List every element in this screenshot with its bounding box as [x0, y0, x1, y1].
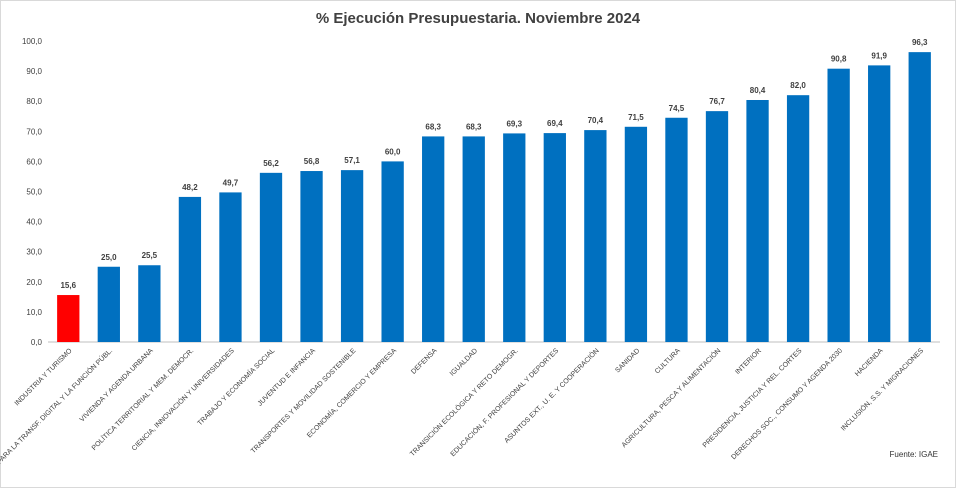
data-label: 70,4 — [588, 116, 604, 125]
bar — [786, 95, 810, 343]
bar — [503, 133, 526, 342]
data-label: 57,1 — [344, 156, 360, 165]
bar — [665, 117, 688, 342]
bar — [178, 196, 202, 342]
x-tick-label: DEFENSA — [410, 347, 439, 376]
y-tick-label: 80,0 — [26, 97, 42, 106]
bar — [908, 52, 931, 343]
y-tick-label: 70,0 — [26, 127, 42, 136]
data-label: 74,5 — [669, 104, 685, 113]
data-label: 91,9 — [871, 51, 887, 60]
bar — [584, 130, 607, 342]
bar — [97, 266, 120, 342]
bar — [422, 136, 445, 342]
bar — [746, 99, 769, 342]
value-labels: 15,6 25,0 25,5 48,2 49,7 56,2 56,8 57,1 60,0 68,3… — [60, 38, 928, 290]
chart-title: % Ejecución Presupuestaria. Noviembre 20… — [315, 10, 641, 27]
x-tick-label: IGUALDAD — [449, 347, 479, 377]
bars — [57, 52, 931, 343]
bar — [259, 172, 283, 342]
y-tick-label: 90,0 — [26, 67, 42, 76]
x-tick-label: HACIENDA — [854, 347, 885, 378]
y-tick-label: 100,0 — [22, 37, 43, 46]
bar — [827, 68, 850, 342]
bar — [462, 136, 485, 342]
x-tick-label: CULTURA — [654, 347, 682, 375]
x-tick-label: INCLUSIÓN, S.S. Y MIGRACIONES — [839, 346, 926, 433]
bar — [381, 161, 404, 342]
data-label: 71,5 — [628, 113, 644, 122]
data-label: 25,5 — [142, 251, 158, 260]
bar — [340, 170, 364, 342]
source-note: Fuente: IGAE — [889, 450, 938, 459]
x-tick-label: TRABAJO Y ECONOMÍA SOCIAL — [195, 346, 276, 427]
y-tick-label: 40,0 — [26, 218, 42, 227]
x-tick-label: INTERIOR — [734, 347, 763, 376]
data-label: 49,7 — [223, 178, 239, 187]
bar — [705, 111, 729, 343]
y-tick-label: 0,0 — [31, 338, 43, 347]
data-label: 82,0 — [790, 81, 806, 90]
bar — [219, 192, 242, 342]
y-tick-label: 20,0 — [26, 278, 42, 287]
bar — [543, 133, 566, 342]
data-label: 56,2 — [263, 159, 279, 168]
data-label: 76,7 — [709, 97, 725, 106]
bar — [868, 65, 891, 343]
data-label: 15,6 — [60, 281, 76, 290]
data-label: 69,4 — [547, 119, 563, 128]
bar — [624, 126, 648, 342]
y-tick-label: 60,0 — [26, 157, 42, 166]
data-label: 56,8 — [304, 157, 320, 166]
x-tick-label: SANIDAD — [614, 347, 641, 374]
y-tick-label: 10,0 — [26, 308, 42, 317]
data-label: 69,3 — [506, 119, 522, 128]
y-tick-label: 50,0 — [26, 188, 42, 197]
data-label: 25,0 — [101, 253, 117, 262]
x-tick-label: ECONOMÍA, COMERCIO Y EMPRESA — [305, 346, 399, 440]
data-label: 68,3 — [425, 122, 441, 131]
data-label: 80,4 — [750, 86, 766, 95]
x-tick-label: VIVIENDA Y AGENDA URBANA — [79, 347, 155, 423]
data-label: 96,3 — [912, 38, 928, 47]
data-label: 48,2 — [182, 183, 198, 192]
data-label: 60,0 — [385, 147, 401, 156]
bar — [300, 171, 323, 342]
bar — [138, 265, 161, 342]
data-label: 90,8 — [831, 55, 847, 64]
y-tick-label: 30,0 — [26, 248, 42, 257]
data-label: 68,3 — [466, 122, 482, 131]
bar — [57, 295, 80, 342]
